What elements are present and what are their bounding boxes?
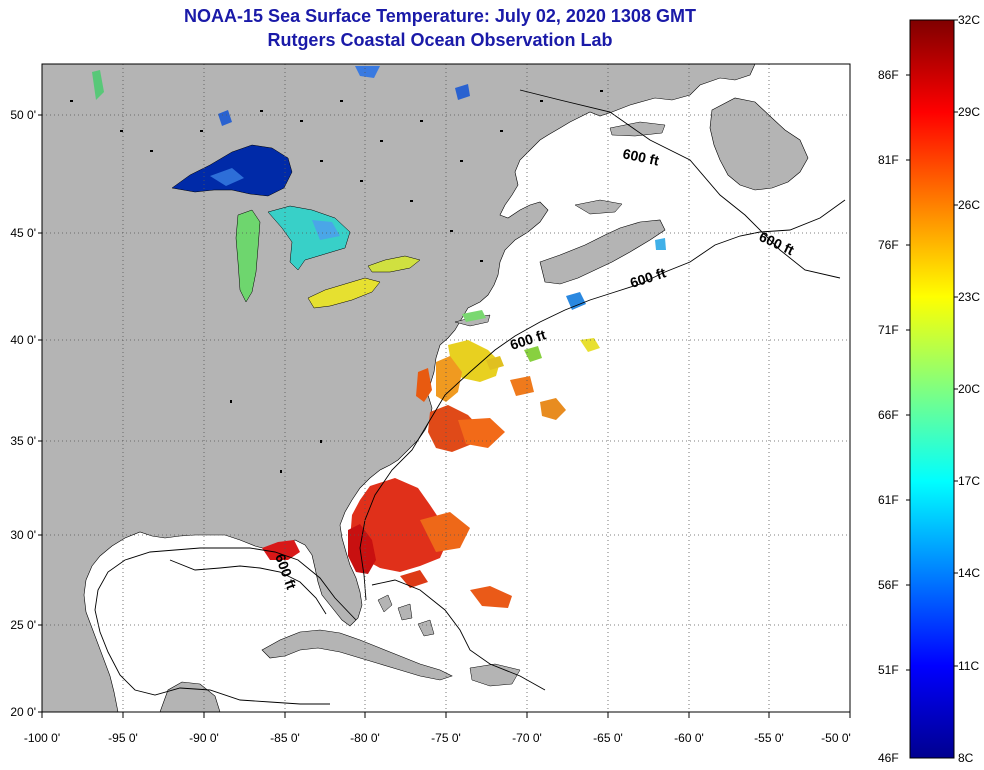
cb-label-20c: 20C — [958, 382, 981, 396]
cb-label-17c: 17C — [958, 474, 981, 488]
lon-label-75: -75 0' — [431, 731, 461, 745]
sst-offshore-scatter-1 — [458, 418, 505, 448]
lat-label-35: 35 0' — [10, 434, 36, 448]
lon-label-100: -100 0' — [23, 731, 61, 745]
lon-label-95: -95 0' — [108, 731, 138, 745]
bahamas-island-3 — [417, 619, 435, 637]
lat-label-50: 50 0' — [10, 108, 36, 122]
cb-label-32c: 32C — [958, 13, 981, 27]
hudson-bay-patch — [355, 66, 380, 78]
nova-scotia — [539, 219, 666, 285]
sst-patches — [262, 238, 666, 608]
bahamas-island-2 — [397, 603, 413, 621]
lake-superior-east-shallows — [210, 168, 244, 186]
sst-long-island-sound-green — [462, 310, 486, 322]
sst-south-atlantic-red — [350, 478, 448, 572]
cb-label-26c: 26C — [958, 198, 981, 212]
sst-ns-cyan — [655, 238, 666, 250]
hispaniola — [469, 663, 521, 687]
isobath-gulf-inner — [169, 559, 327, 615]
sst-green-patch — [524, 346, 542, 362]
colorbar-ticks — [906, 19, 958, 671]
lon-label-80: -80 0' — [350, 731, 380, 745]
cb-label-29c: 29C — [958, 105, 981, 119]
sst-mid-atlantic-orange — [436, 356, 462, 402]
sst-offshore-orange-2 — [470, 586, 512, 608]
isobath-northeast — [519, 89, 841, 279]
cb-label-8c: 8C — [958, 751, 974, 765]
sst-scatter-yellow-2 — [486, 356, 504, 370]
canada-lake-scatter — [70, 90, 603, 473]
grid-lines — [42, 64, 850, 712]
lat-label-25: 25 0' — [10, 618, 36, 632]
lake-huron-georgian — [312, 220, 340, 240]
pei-island — [574, 199, 623, 215]
isobath-shelf-break — [359, 199, 846, 601]
lat-label-45: 45 0' — [10, 226, 36, 240]
title-line-1: NOAA-15 Sea Surface Temperature: July 02… — [184, 6, 696, 26]
lake-winnipeg-patch — [92, 70, 104, 100]
cb-label-23c: 23C — [958, 290, 981, 304]
cb-label-51f: 51F — [878, 663, 899, 677]
sst-florida-east-darkred — [348, 524, 376, 574]
sst-yellow-east — [580, 338, 600, 352]
bahamas-island-1 — [377, 594, 393, 613]
lat-label-20: 20 0' — [10, 705, 36, 719]
lon-label-65: -65 0' — [593, 731, 623, 745]
isobath-gulf — [94, 547, 357, 705]
cb-label-61f: 61F — [878, 493, 899, 507]
cb-label-86f: 86F — [878, 68, 899, 82]
colorbar — [909, 19, 955, 759]
sst-scatter-red-4 — [400, 570, 428, 588]
lat-label-40: 40 0' — [10, 333, 36, 347]
cb-label-71f: 71F — [878, 323, 899, 337]
cuba — [261, 629, 453, 681]
isobath-bahamas — [371, 579, 546, 691]
lake-nipigon — [218, 110, 232, 126]
lon-label-70: -70 0' — [512, 731, 542, 745]
lat-label-30: 30 0' — [10, 528, 36, 542]
cb-label-46f: 46F — [878, 751, 899, 765]
lon-label-85: -85 0' — [270, 731, 300, 745]
cb-label-11c: 11C — [958, 659, 980, 673]
cb-label-56f: 56F — [878, 578, 899, 592]
cb-label-81f: 81F — [878, 153, 899, 167]
sst-offshore-orange-1 — [420, 512, 470, 552]
cb-label-14c: 14C — [958, 566, 981, 580]
lon-label-60: -60 0' — [674, 731, 704, 745]
lake-erie — [307, 277, 381, 309]
newfoundland — [709, 97, 809, 191]
cb-label-76f: 76F — [878, 238, 899, 252]
axis-ticks — [38, 114, 851, 718]
sst-chesapeake — [416, 368, 432, 402]
sst-sargasso-orange — [540, 398, 566, 420]
lon-label-50: -50 0' — [821, 731, 851, 745]
title-line-2: Rutgers Coastal Ocean Observation Lab — [267, 30, 613, 50]
sst-ns-blue — [566, 292, 586, 310]
lon-label-90: -90 0' — [189, 731, 219, 745]
lake-ontario — [367, 255, 421, 273]
lon-label-55: -55 0' — [754, 731, 784, 745]
isobath-600ft — [94, 89, 846, 705]
lake-mistassini — [455, 84, 470, 100]
contour-label-1: 600 ft — [621, 145, 660, 168]
sst-gulf-red — [262, 540, 300, 560]
anticosti-island — [609, 121, 666, 137]
sst-scatter-orange-3 — [510, 376, 534, 396]
cb-label-66f: 66F — [878, 408, 899, 422]
